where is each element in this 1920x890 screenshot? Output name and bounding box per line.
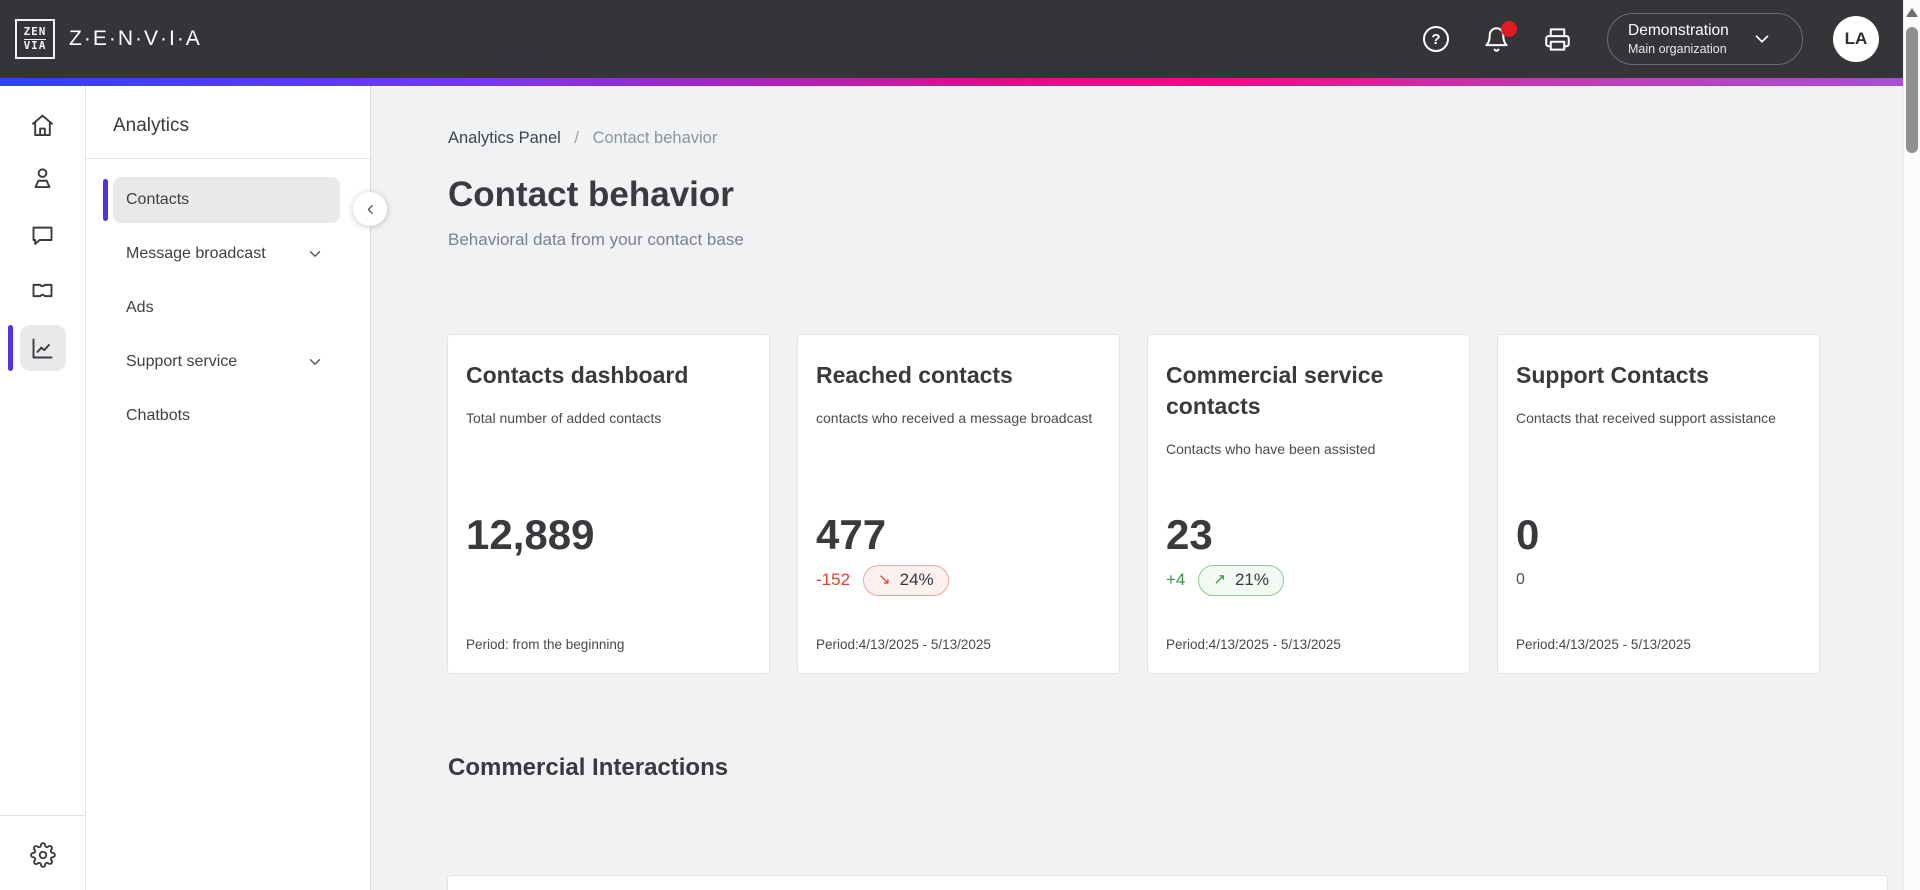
topbar: ZEN VIA Z·E·N·V·I·A ? Demonstration Main…: [0, 0, 1903, 78]
breadcrumb: Analytics Panel / Contact behavior: [448, 129, 1903, 148]
commercial-interactions-card-partial: [447, 875, 1888, 890]
trend-badge: ↘ 24%: [863, 564, 949, 596]
person-icon: [34, 167, 51, 188]
card-period: Period:4/13/2025 - 5/13/2025: [1516, 637, 1691, 652]
home-icon: [31, 114, 54, 136]
card-value: 12,889: [466, 511, 595, 558]
card-period: Period: from the beginning: [466, 637, 625, 652]
organization-name: Demonstration: [1628, 22, 1729, 39]
brand-gradient-strip: [0, 78, 1903, 86]
chevron-left-icon: [367, 204, 373, 214]
chevron-down-icon: [306, 353, 324, 371]
card-value: 0: [1516, 511, 1540, 558]
sidebar-title: Analytics: [113, 115, 190, 136]
page-scrollbar[interactable]: [1903, 0, 1920, 890]
card-value: 477: [816, 511, 887, 558]
card-commercial-service-contacts: Commercial service contacts Contacts who…: [1147, 334, 1470, 674]
help-button[interactable]: ?: [1423, 26, 1449, 52]
rail-divider: [0, 815, 85, 816]
nav-analytics-button[interactable]: [19, 325, 66, 371]
print-button[interactable]: [1544, 26, 1571, 53]
page-subtitle: Behavioral data from your contact base: [448, 230, 744, 249]
topbar-actions: ? Demonstration Main organization: [1389, 13, 1903, 65]
card-period: Period:4/13/2025 - 5/13/2025: [1166, 637, 1341, 652]
nav-conversations-button[interactable]: [20, 212, 66, 258]
card-contacts-dashboard: Contacts dashboard Total number of added…: [447, 334, 770, 674]
organization-subtitle: Main organization: [1628, 42, 1727, 56]
trend-percentage: 24%: [899, 569, 934, 589]
chevron-down-icon: [306, 245, 324, 263]
icon-rail: [0, 86, 86, 890]
card-value: 23: [1166, 511, 1213, 558]
card-title: Commercial service contacts: [1166, 362, 1384, 420]
card-reached-contacts: Reached contacts contacts who received a…: [797, 334, 1120, 674]
card-support-contacts: Support Contacts Contacts that received …: [1497, 334, 1820, 674]
breadcrumb-current: Contact behavior: [592, 129, 718, 147]
gear-icon: [29, 842, 56, 868]
bell-icon: [1485, 26, 1508, 52]
nav-settings-button[interactable]: [20, 832, 66, 878]
zenvia-logo-icon[interactable]: ZEN VIA: [15, 19, 55, 59]
delta-value: 0: [1516, 571, 1525, 588]
trend-percentage: 21%: [1234, 569, 1269, 589]
card-description: Contacts who have been assisted: [1166, 441, 1376, 458]
card-title: Contacts dashboard: [466, 362, 689, 388]
sidebar-item-contacts[interactable]: Contacts: [103, 177, 340, 223]
brand-name: Z·E·N·V·I·A: [69, 27, 202, 50]
nav-tickets-button[interactable]: [20, 267, 66, 313]
card-description: Contacts that received support assistanc…: [1516, 410, 1776, 427]
scrollbar-up-arrow[interactable]: [1906, 8, 1918, 17]
notifications-button[interactable]: [1483, 20, 1517, 53]
breadcrumb-analytics-panel[interactable]: Analytics Panel: [448, 129, 561, 147]
trend-down-icon: ↘: [878, 571, 891, 588]
analytics-sidebar: Analytics Contacts Message broadcast Ads…: [86, 86, 387, 890]
breadcrumb-separator: /: [574, 129, 579, 147]
notification-dot: [1501, 20, 1517, 37]
page-title: Contact behavior: [448, 175, 734, 214]
sidebar-item-message-broadcast[interactable]: Message broadcast: [113, 231, 340, 277]
sidebar-collapse-button[interactable]: [353, 192, 387, 226]
sidebar-menu: Contacts Message broadcast Ads Support s…: [86, 159, 370, 439]
printer-icon: [1545, 27, 1570, 51]
card-title: Reached contacts: [816, 362, 1013, 388]
line-chart-icon: [32, 338, 53, 358]
trend-badge: ↗ 21%: [1198, 564, 1284, 596]
user-avatar[interactable]: LA: [1833, 16, 1879, 62]
sidebar-divider: [86, 158, 370, 159]
nav-home-button[interactable]: [20, 102, 66, 148]
chat-bubble-icon: [32, 226, 53, 245]
help-icon: ?: [1423, 26, 1449, 52]
card-description: contacts who received a message broadcas…: [816, 410, 1093, 427]
kpi-cards-row: Contacts dashboard Total number of added…: [447, 334, 1820, 674]
sidebar-item-chatbots[interactable]: Chatbots: [126, 407, 191, 424]
trend-up-icon: ↗: [1213, 571, 1226, 588]
chevron-down-icon: [1755, 35, 1769, 43]
delta-value: -152: [816, 570, 851, 589]
card-title: Support Contacts: [1516, 362, 1709, 388]
scrollbar-thumb[interactable]: [1906, 27, 1918, 153]
nav-contacts-button[interactable]: [20, 155, 66, 201]
section-title-commercial-interactions: Commercial Interactions: [448, 754, 729, 781]
ticket-icon: [32, 283, 53, 297]
sidebar-item-ads[interactable]: Ads: [126, 299, 154, 316]
card-period: Period:4/13/2025 - 5/13/2025: [816, 637, 991, 652]
organization-selector[interactable]: Demonstration Main organization: [1607, 13, 1803, 65]
active-nav-indicator: [8, 325, 13, 371]
sidebar-item-support-service[interactable]: Support service: [113, 339, 340, 385]
card-description: Total number of added contacts: [466, 410, 662, 427]
main-content: Analytics Panel / Contact behavior Conta…: [372, 86, 1903, 890]
delta-value: +4: [1166, 570, 1186, 589]
